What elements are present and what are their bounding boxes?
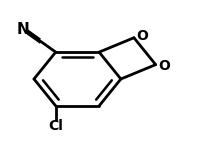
Text: O: O [158,59,170,73]
Text: Cl: Cl [48,119,63,133]
Text: N: N [17,21,30,36]
Text: O: O [136,29,148,43]
